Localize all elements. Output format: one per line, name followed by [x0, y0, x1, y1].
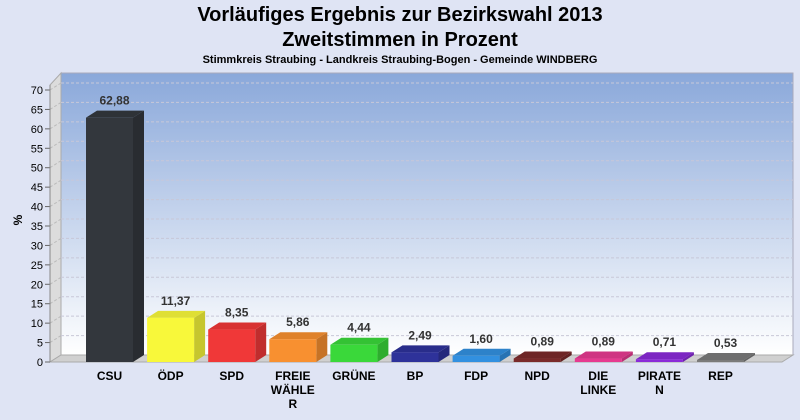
y-tick-label: 25	[31, 260, 43, 272]
bar	[452, 355, 500, 362]
x-tick-label: GRÜNE	[332, 368, 375, 383]
bar-top	[86, 110, 144, 118]
bar	[208, 329, 256, 362]
x-tick-label: N	[655, 383, 664, 397]
y-tick-label: 55	[31, 143, 43, 155]
x-tick-label: BP	[407, 369, 424, 383]
back-wall	[60, 72, 794, 356]
data-label: 1,60	[469, 332, 493, 346]
left-wall	[49, 71, 62, 363]
y-tick-label: 5	[37, 338, 43, 350]
bar-side	[560, 351, 572, 362]
bar-top	[635, 352, 694, 360]
bar	[330, 344, 378, 362]
gridline-side	[49, 296, 62, 305]
bar-side	[316, 332, 328, 362]
data-label: 8,35	[225, 306, 249, 320]
bar	[391, 352, 439, 362]
bar-side	[377, 337, 389, 362]
x-tick-label: REP	[708, 369, 733, 383]
gridline-side	[49, 238, 62, 246]
x-tick-label: PIRATE	[638, 369, 681, 383]
y-tick-label: 45	[31, 182, 43, 194]
data-label: 0,89	[592, 335, 616, 349]
gridline-side	[49, 82, 62, 91]
bar-top	[697, 352, 755, 360]
data-label: 0,89	[531, 335, 555, 349]
bar-top	[330, 337, 389, 345]
x-tick-label: WÄHLE	[271, 382, 315, 397]
x-tick-label: R	[288, 397, 297, 411]
chart-subtitle: Zweitstimmen in Prozent	[282, 29, 518, 51]
data-label: 0,53	[714, 336, 738, 350]
bar-top	[147, 310, 206, 318]
bar-top	[513, 351, 572, 359]
gridline-side	[49, 218, 62, 227]
x-tick-label: CSU	[97, 369, 122, 383]
bar-side	[744, 352, 755, 362]
gridline-side	[49, 160, 62, 169]
gridline-side	[49, 102, 62, 110]
bar-side	[621, 351, 633, 362]
gridline-side	[49, 315, 62, 324]
bar	[269, 339, 317, 362]
y-tick-label: 30	[31, 240, 43, 252]
y-tick-label: 70	[31, 85, 43, 97]
y-tick-label: 40	[31, 202, 43, 214]
chart-subtitle-region: Stimmkreis Straubing - Landkreis Straubi…	[202, 54, 598, 66]
y-tick-label: 35	[31, 221, 43, 233]
x-tick-label: LINKE	[580, 383, 616, 397]
y-tick-label: 20	[31, 279, 43, 291]
gridline-side	[49, 199, 62, 207]
y-axis-label: %	[11, 214, 25, 225]
gridline-side	[49, 121, 62, 130]
gridline-side	[49, 140, 62, 149]
bar-top	[269, 332, 328, 340]
data-label: 5,86	[286, 315, 310, 329]
data-label: 0,71	[653, 335, 677, 349]
gridline-side	[49, 257, 62, 266]
bar	[86, 117, 133, 362]
bar-side	[133, 110, 144, 362]
bar-top	[391, 345, 450, 353]
x-tick-label: FDP	[464, 369, 488, 383]
bar-top	[208, 322, 267, 330]
bar-top	[452, 348, 511, 356]
gridline-side	[49, 335, 62, 343]
x-tick-label: DIE	[588, 369, 608, 383]
bar	[697, 359, 744, 362]
x-tick-label: NPD	[525, 369, 551, 383]
data-label: 4,44	[347, 321, 371, 335]
data-label: 62,88	[99, 94, 129, 108]
bar-side	[438, 345, 450, 362]
chart-title: Vorläufiges Ergebnis zur Bezirkswahl 201…	[197, 4, 603, 26]
y-tick-label: 65	[31, 104, 43, 116]
bar	[147, 317, 195, 362]
x-tick-label: ÖDP	[158, 368, 184, 383]
data-label: 11,37	[161, 294, 191, 308]
bar	[513, 358, 561, 362]
y-tick-label: 50	[31, 163, 43, 175]
data-label: 2,49	[408, 328, 432, 342]
bar-side	[682, 352, 694, 362]
x-tick-label: SPD	[219, 369, 244, 383]
x-tick-label: FREIE	[275, 369, 310, 383]
gridline-side	[49, 179, 62, 188]
y-tick-label: 15	[31, 299, 43, 311]
y-tick-label: 10	[31, 318, 43, 330]
bar-side	[499, 348, 511, 362]
gridline-side	[49, 276, 62, 285]
bar-top	[574, 351, 633, 359]
bar	[574, 358, 622, 362]
y-tick-label: 60	[31, 124, 43, 136]
bar-side	[194, 310, 206, 362]
bar	[635, 359, 683, 362]
y-tick-label: 0	[37, 357, 43, 369]
bar-side	[255, 322, 267, 362]
